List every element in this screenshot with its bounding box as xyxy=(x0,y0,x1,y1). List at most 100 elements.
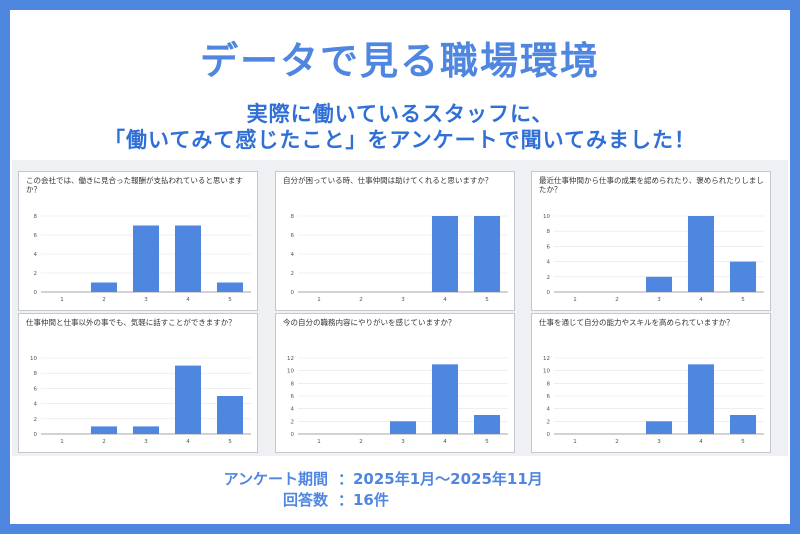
x-tick-label: 5 xyxy=(228,439,232,445)
y-tick-label: 12 xyxy=(287,356,294,362)
chart-question: 自分が困っている時、仕事仲間は助けてくれると思いますか？ xyxy=(283,176,493,185)
y-tick-label: 4 xyxy=(547,407,551,413)
x-tick-label: 5 xyxy=(485,439,489,445)
chart-card-5: 今の自分の職務内容にやりがいを感じていますか？ 0 2 4 6 8 10 12 1 2 3 4 5 xyxy=(275,313,515,453)
y-tick-label: 2 xyxy=(34,271,38,277)
y-tick-label: 10 xyxy=(30,356,37,362)
x-tick-label: 4 xyxy=(443,297,447,303)
x-tick-label: 4 xyxy=(699,297,703,303)
survey-period-label: アンケート期間 xyxy=(223,470,328,488)
x-tick-label: 2 xyxy=(359,439,363,445)
y-tick-label: 4 xyxy=(291,252,295,258)
y-tick-label: 2 xyxy=(291,271,295,277)
x-tick-label: 3 xyxy=(144,297,148,303)
y-tick-label: 6 xyxy=(291,394,295,400)
response-count-value: ：16件 xyxy=(338,491,389,509)
y-tick-label: 2 xyxy=(547,419,551,425)
x-tick-label: 1 xyxy=(317,439,321,445)
bar xyxy=(132,426,160,434)
y-tick-label: 0 xyxy=(547,290,551,296)
x-tick-label: 5 xyxy=(228,297,232,303)
y-tick-label: 4 xyxy=(291,407,295,413)
page-title: データで見る職場環境 xyxy=(199,39,600,83)
chart-question: この会社では、働きに見合った報酬が支払われていると思いますか？ xyxy=(26,176,243,194)
x-tick-label: 5 xyxy=(741,297,745,303)
x-tick-label: 4 xyxy=(699,439,703,445)
bar-chart: 0 2 4 6 8 1 2 3 4 5 xyxy=(291,214,508,303)
bar xyxy=(174,225,202,292)
bar xyxy=(132,225,160,292)
x-tick-label: 2 xyxy=(102,439,106,445)
x-tick-label: 1 xyxy=(60,297,64,303)
y-tick-label: 8 xyxy=(547,229,551,235)
y-tick-label: 0 xyxy=(291,290,295,296)
y-tick-label: 4 xyxy=(34,252,38,258)
x-tick-label: 3 xyxy=(401,439,405,445)
x-tick-label: 2 xyxy=(359,297,363,303)
bar xyxy=(216,396,244,434)
y-tick-label: 10 xyxy=(543,369,550,375)
y-tick-label: 10 xyxy=(543,214,550,220)
chart-question: 仕事仲間と仕事以外の事でも、気軽に話すことができますか？ xyxy=(26,318,236,327)
bar xyxy=(389,421,417,434)
survey-period-row: アンケート期間 ：2025年1月〜2025年11月 xyxy=(0,468,800,488)
bar xyxy=(687,216,715,292)
subtitle-line-2: 「働いてみて感じたこと」をアンケートで聞いてみました！ xyxy=(104,128,696,152)
bar xyxy=(729,415,757,434)
bar xyxy=(645,276,673,292)
y-tick-label: 6 xyxy=(547,394,551,400)
x-tick-label: 2 xyxy=(615,439,619,445)
x-tick-label: 3 xyxy=(657,439,661,445)
y-tick-label: 6 xyxy=(34,386,38,392)
survey-period-value: ：2025年1月〜2025年11月 xyxy=(338,470,543,488)
x-tick-label: 4 xyxy=(186,439,190,445)
chart-question: 最近仕事仲間から仕事の成果を認められたり、褒められたりしましたか？ xyxy=(539,176,764,194)
chart-card-1: この会社では、働きに見合った報酬が支払われていると思いますか？ 0 2 4 6 8 1 2 3… xyxy=(18,171,258,311)
chart-question: 今の自分の職務内容にやりがいを感じていますか？ xyxy=(283,318,456,327)
y-tick-label: 0 xyxy=(34,290,38,296)
x-tick-label: 3 xyxy=(657,297,661,303)
y-tick-label: 0 xyxy=(34,432,38,438)
y-tick-label: 10 xyxy=(287,369,294,375)
x-tick-label: 1 xyxy=(573,297,577,303)
bar-chart: 0 2 4 6 8 1 2 3 4 5 xyxy=(34,214,251,303)
x-tick-label: 4 xyxy=(186,297,190,303)
y-tick-label: 2 xyxy=(547,275,551,281)
y-tick-label: 0 xyxy=(291,432,295,438)
chart-card-3: 最近仕事仲間から仕事の成果を認められたり、褒められたりしましたか？ 0 2 4 6 8 1… xyxy=(531,171,771,311)
bar xyxy=(473,216,501,292)
x-tick-label: 3 xyxy=(401,297,405,303)
bar xyxy=(174,365,202,434)
y-tick-label: 4 xyxy=(547,260,551,266)
response-count-label: 回答数 xyxy=(282,491,328,509)
x-tick-label: 1 xyxy=(573,439,577,445)
y-tick-label: 8 xyxy=(34,214,38,220)
subtitle-line-1: 実際に働いているスタッフに、 xyxy=(246,102,554,126)
y-tick-label: 6 xyxy=(291,233,295,239)
y-tick-label: 2 xyxy=(34,417,38,423)
x-tick-label: 1 xyxy=(317,297,321,303)
y-tick-label: 8 xyxy=(34,371,38,377)
chart-card-6: 仕事を通じて自分の能力やスキルを高められていますか？ 0 2 4 6 8 10 12 1 2 3 4… xyxy=(531,313,771,453)
bar xyxy=(90,426,118,434)
x-tick-label: 2 xyxy=(102,297,106,303)
x-tick-label: 2 xyxy=(615,297,619,303)
y-tick-label: 0 xyxy=(547,432,551,438)
bar xyxy=(431,216,459,292)
y-tick-label: 8 xyxy=(547,381,551,387)
x-tick-label: 3 xyxy=(144,439,148,445)
x-tick-label: 5 xyxy=(741,439,745,445)
y-tick-label: 6 xyxy=(547,244,551,250)
chart-card-4: 仕事仲間と仕事以外の事でも、気軽に話すことができますか？ 0 2 4 6 8 10 1 2 3 4… xyxy=(18,313,258,453)
bar xyxy=(216,282,244,292)
x-tick-label: 5 xyxy=(485,297,489,303)
chart-question: 仕事を通じて自分の能力やスキルを高められていますか？ xyxy=(539,318,734,327)
x-tick-label: 4 xyxy=(443,439,447,445)
y-tick-label: 2 xyxy=(291,419,295,425)
x-tick-label: 1 xyxy=(60,439,64,445)
bar xyxy=(645,421,673,434)
